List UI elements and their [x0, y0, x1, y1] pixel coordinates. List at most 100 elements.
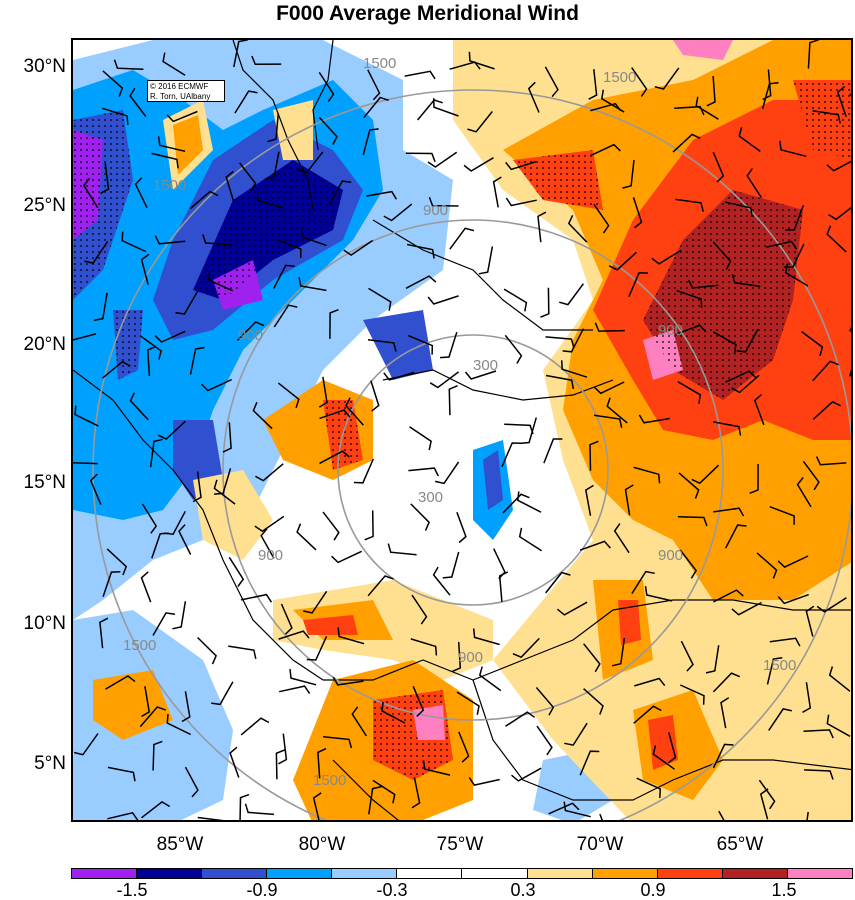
wind-barb — [451, 641, 462, 673]
lon-label: 85°W — [156, 834, 204, 855]
wind-barb — [166, 714, 192, 736]
wind-barb — [540, 287, 550, 318]
wind-barb — [329, 308, 339, 339]
wind-barb — [826, 225, 847, 253]
wind-barb — [593, 414, 623, 428]
wind-barb — [679, 684, 705, 705]
wind-barb — [154, 330, 186, 343]
wind-barb — [562, 328, 585, 353]
colorbar-label: 0.9 — [640, 880, 666, 900]
wind-barb — [504, 334, 523, 364]
ring-label: 300 — [418, 489, 443, 506]
wind-barb — [518, 527, 543, 552]
wind-barb — [816, 597, 847, 613]
colorbar-segment — [657, 869, 723, 878]
wind-barb — [289, 669, 317, 686]
wind-barb — [318, 116, 338, 145]
wind-barb — [296, 523, 317, 551]
wind-barb — [631, 570, 655, 595]
wind-barb — [300, 227, 327, 247]
wind-barb — [427, 151, 458, 168]
wind-barb — [503, 288, 528, 312]
wind-barb — [73, 461, 98, 465]
wind-barb — [202, 234, 232, 246]
wind-barb — [229, 746, 240, 778]
wind-barb — [458, 731, 470, 763]
wind-barb — [189, 190, 219, 210]
wind-barb — [608, 251, 637, 271]
wind-barb — [383, 371, 415, 381]
wind-barb — [589, 143, 621, 157]
wind-barb — [746, 168, 763, 199]
ring-300 — [337, 334, 609, 606]
ring-label: 900 — [238, 327, 263, 344]
wind-barb — [731, 273, 761, 288]
wind-barb — [152, 612, 176, 636]
wind-barb — [157, 420, 186, 440]
lat-label: 30°N — [23, 56, 66, 77]
ring-label: 1500 — [123, 637, 156, 654]
wind-barb — [678, 472, 700, 499]
wind-barb — [172, 601, 187, 630]
wind-barb — [101, 360, 131, 379]
colorbar-label: -1.5 — [116, 880, 148, 900]
wind-barb — [560, 360, 588, 378]
wind-barb — [720, 697, 730, 729]
wind-barb — [279, 685, 311, 695]
wind-barb — [631, 67, 648, 97]
wind-barb — [756, 552, 778, 579]
wind-barb — [439, 331, 458, 359]
wind-barb — [265, 151, 280, 180]
colorbar-segment — [137, 869, 203, 878]
ring-label: 900 — [658, 547, 683, 564]
wind-barb — [505, 160, 537, 171]
copyright-text: © 2016 ECMWF — [150, 82, 209, 91]
wind-barb — [121, 231, 147, 253]
wind-barb — [801, 330, 824, 356]
ring-1500 — [92, 89, 851, 820]
wind-barb — [718, 810, 725, 820]
wind-barb — [456, 691, 480, 715]
wind-barb — [147, 345, 157, 377]
wind-barb — [812, 109, 841, 124]
colorbar-segment — [462, 869, 528, 878]
wind-barb — [548, 802, 580, 815]
wind-barb — [535, 687, 555, 716]
wind-barb — [777, 593, 809, 605]
wind-barb — [567, 214, 588, 243]
wind-barb — [273, 304, 298, 328]
wind-barb — [505, 711, 536, 727]
wind-barb — [280, 603, 293, 635]
wind-barb — [74, 733, 99, 756]
wind-barb — [478, 246, 494, 275]
wind-barb — [408, 467, 439, 477]
colorbar-label: 0.3 — [510, 880, 536, 900]
wind-barb — [157, 136, 186, 153]
wind-barb — [102, 107, 129, 125]
wind-barb — [826, 160, 851, 172]
wind-barb — [588, 69, 598, 100]
wind-barb — [667, 732, 677, 764]
wind-barb — [545, 374, 575, 390]
wind-barb — [516, 491, 542, 513]
wind-barb — [544, 66, 559, 98]
wind-barb — [278, 630, 310, 640]
wind-barb — [724, 524, 747, 549]
wind-barb — [364, 510, 374, 541]
wind-barb — [318, 71, 335, 102]
lon-label: 65°W — [716, 834, 764, 855]
wind-barb — [275, 749, 285, 780]
wind-barb — [593, 381, 625, 395]
wind-barb — [278, 733, 288, 765]
wind-barb — [435, 461, 460, 485]
wind-barb — [504, 423, 534, 435]
lat-label: 20°N — [23, 334, 66, 355]
wind-barb — [141, 686, 151, 718]
wind-barb — [512, 637, 540, 659]
wind-barb — [712, 331, 737, 354]
lat-label: 15°N — [23, 472, 66, 493]
wind-barb — [536, 725, 553, 756]
wind-barb — [175, 291, 199, 315]
colorbar-label: 1.5 — [771, 880, 797, 900]
wind-barb — [113, 59, 144, 70]
